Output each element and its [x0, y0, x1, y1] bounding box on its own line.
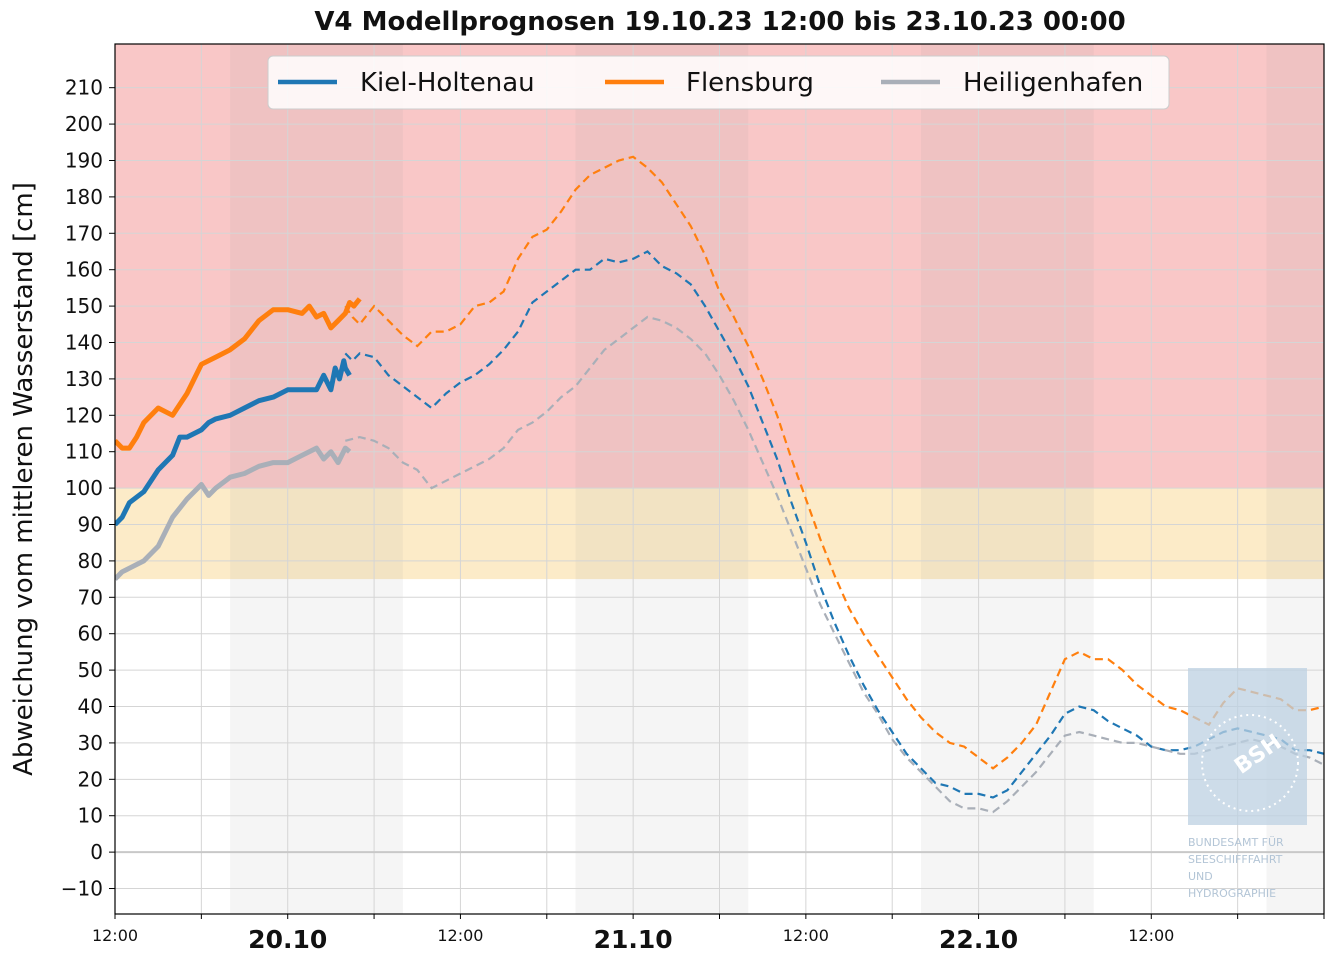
legend-label-kiel: Kiel-Holtenau — [360, 68, 535, 98]
x-tick-label-time: 12:00 — [437, 926, 483, 945]
bsh-logo-box — [1188, 668, 1307, 825]
series-observed-flensburg — [115, 297, 362, 451]
bsh-text-line-4: HYDROGRAPHIE — [1188, 887, 1276, 900]
legend-label-flensburg: Flensburg — [686, 68, 814, 98]
legend: Kiel-Holtenau Flensburg Heiligenhafen — [267, 55, 1170, 110]
y-tick-label: 140 — [65, 330, 103, 354]
chart-title: V4 Modellprognosen 19.10.23 12:00 bis 23… — [314, 7, 1125, 37]
y-tick-label: 180 — [65, 185, 103, 209]
series-forecast-heiligenhafen — [345, 315, 1324, 814]
night-band-1 — [575, 44, 749, 914]
plot-area — [115, 44, 1324, 914]
y-tick-label: 130 — [65, 367, 103, 391]
legend-box — [267, 55, 1170, 110]
y-tick-label: 150 — [65, 294, 103, 318]
y-tick-label: 30 — [78, 731, 103, 755]
legend-label-heiligenhafen: Heiligenhafen — [963, 68, 1143, 98]
y-tick-label: 160 — [65, 258, 103, 282]
y-tick-label: 120 — [65, 403, 103, 427]
bsh-text-line-1: BUNDESAMT FÜR — [1188, 836, 1284, 849]
y-tick-label: 190 — [65, 148, 103, 172]
bsh-logo-circle — [1201, 714, 1299, 812]
y-tick-label: 170 — [65, 221, 103, 245]
y-tick-label: 20 — [78, 767, 103, 791]
y-tick-label: 100 — [65, 476, 103, 500]
x-tick-label-date: 22.10 — [939, 925, 1018, 954]
series-forecast-flensburg — [344, 155, 1324, 770]
y-axis-label: Abweichung vom mittleren Wasserstand [cm… — [9, 182, 39, 776]
x-tick-label-time: 12:00 — [783, 926, 829, 945]
series-observed-kiel — [115, 358, 352, 527]
y-tick-label: 40 — [78, 695, 103, 719]
series-layer — [115, 155, 1324, 814]
y-tick-label: 80 — [78, 549, 103, 573]
y-tick-label: 60 — [78, 622, 103, 646]
y-tick-label: 0 — [90, 840, 103, 864]
x-axis: 12:00 12:00 12:00 12:00 20.10 21.10 22.10 — [92, 914, 1325, 954]
bsh-watermark: BSH BUNDESAMT FÜR SEESCHIFFFAHRT UND HYD… — [1188, 668, 1307, 900]
y-tick-label: 200 — [65, 112, 103, 136]
x-tick-label-time: 12:00 — [92, 926, 138, 945]
y-tick-label: −10 — [61, 877, 103, 901]
y-axis: −10 0 10 20 30 40 50 60 70 80 90 100 110 120 130 140 150… — [61, 76, 115, 901]
y-tick-label: 10 — [78, 804, 103, 828]
y-tick-label: 90 — [78, 513, 103, 537]
bsh-text-line-2: SEESCHIFFFAHRT — [1188, 853, 1283, 866]
night-band-2 — [921, 44, 1094, 914]
night-band-0 — [230, 44, 403, 914]
y-tick-label: 110 — [65, 440, 103, 464]
y-tick-label: 210 — [65, 76, 103, 100]
y-tick-label: 50 — [78, 658, 103, 682]
bsh-text-line-3: UND — [1188, 870, 1213, 883]
y-tick-label: 70 — [78, 585, 103, 609]
x-tick-label-date: 20.10 — [248, 925, 327, 954]
x-tick-label-time: 12:00 — [1128, 926, 1174, 945]
series-observed-heiligenhafen — [115, 445, 352, 581]
x-tick-label-date: 21.10 — [594, 925, 673, 954]
